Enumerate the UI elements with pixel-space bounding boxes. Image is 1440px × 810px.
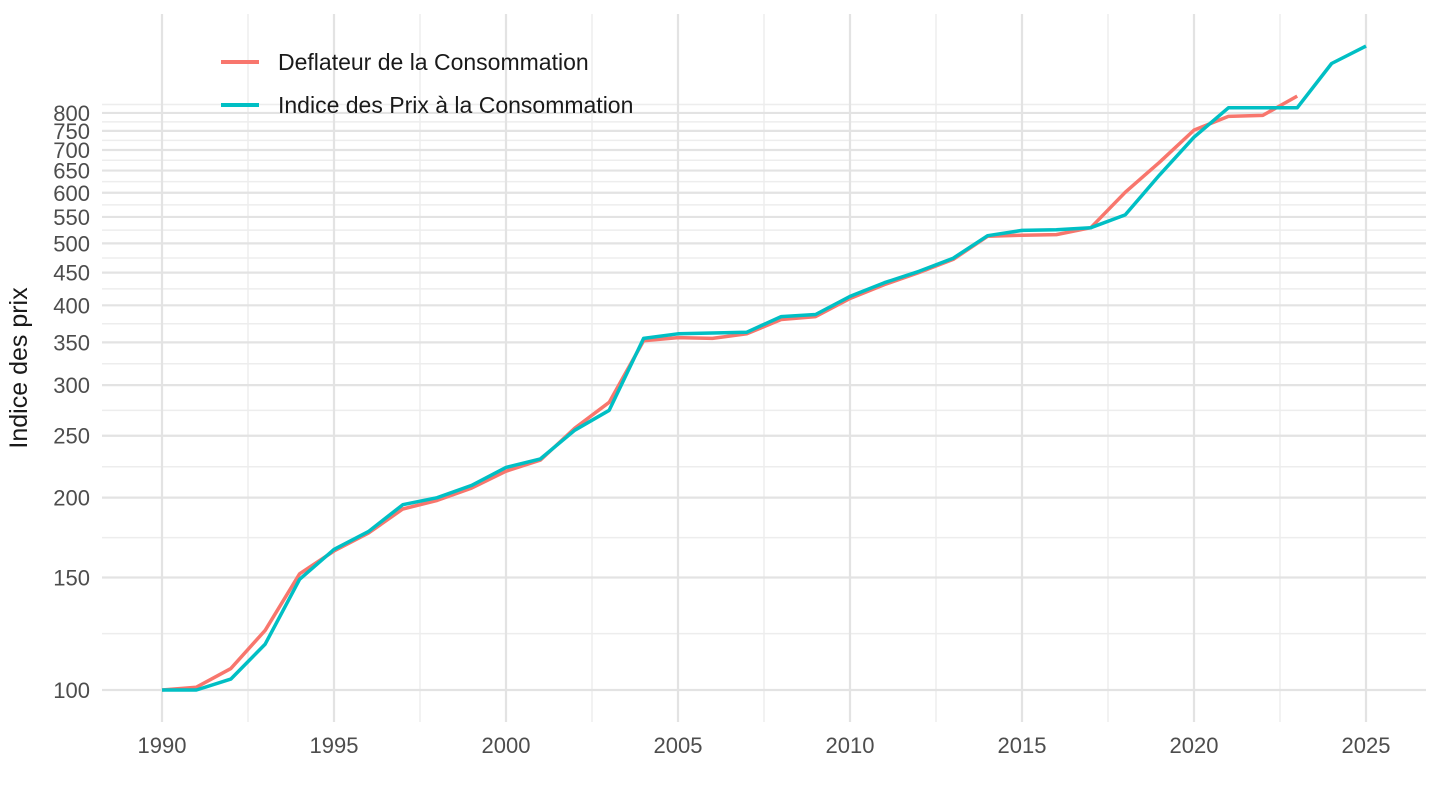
y-tick-label: 150 xyxy=(53,565,90,590)
major-gridlines xyxy=(102,14,1426,722)
x-tick-label: 2000 xyxy=(482,733,531,758)
y-tick-label: 750 xyxy=(53,119,90,144)
x-tick-label: 2020 xyxy=(1170,733,1219,758)
legend-label-deflateur: Deflateur de la Consommation xyxy=(278,49,589,75)
y-tick-label: 450 xyxy=(53,261,90,286)
x-tick-label: 2015 xyxy=(998,733,1047,758)
legend-label-ipc: Indice des Prix à la Consommation xyxy=(278,92,633,118)
x-axis-tick-labels: 1990 1995 2000 2005 2010 2015 2020 2025 xyxy=(138,733,1391,758)
y-tick-label: 100 xyxy=(53,678,90,703)
y-tick-label: 550 xyxy=(53,205,90,230)
y-tick-label: 700 xyxy=(53,138,90,163)
x-tick-label: 2010 xyxy=(826,733,875,758)
x-tick-label: 1995 xyxy=(310,733,359,758)
y-tick-label: 800 xyxy=(53,101,90,126)
y-tick-label: 250 xyxy=(53,424,90,449)
series-lines xyxy=(161,44,1367,692)
x-tick-label: 2025 xyxy=(1342,733,1391,758)
y-tick-label: 200 xyxy=(53,486,90,511)
y-tick-label: 350 xyxy=(53,330,90,355)
y-axis-tick-labels: 100 150 200 250 300 350 400 450 5005506006507007… xyxy=(53,101,90,703)
y-tick-label: 300 xyxy=(53,373,90,398)
x-tick-label: 2005 xyxy=(654,733,703,758)
y-tick-label: 600 xyxy=(53,181,90,206)
series-line-0 xyxy=(161,94,1299,692)
minor-gridlines xyxy=(102,14,1426,722)
legend: Deflateur de la Consommation Indice des … xyxy=(221,49,633,118)
x-tick-label: 1990 xyxy=(138,733,187,758)
y-tick-label: 650 xyxy=(53,159,90,184)
y-tick-label: 400 xyxy=(53,293,90,318)
y-tick-label: 500 xyxy=(53,231,90,256)
y-axis-title: Indice des prix xyxy=(5,287,33,449)
series-line-1 xyxy=(162,44,1367,692)
